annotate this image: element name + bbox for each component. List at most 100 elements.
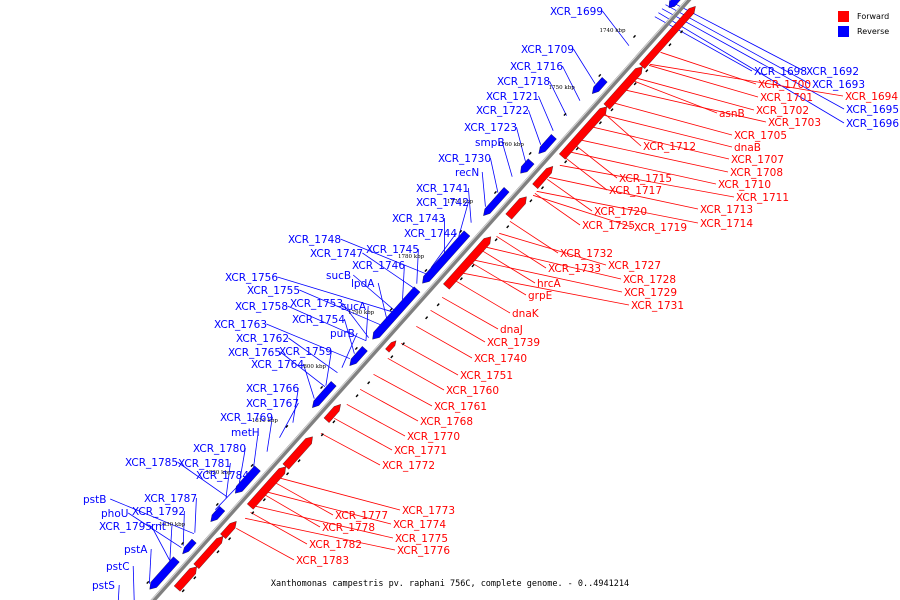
reverse-gene-label-leader xyxy=(303,363,315,399)
scale-tick-label: 1770 kbp xyxy=(447,199,474,205)
scale-tick-label: 1820 kbp xyxy=(205,470,232,476)
forward-gene-label: XCR_1770 xyxy=(407,431,460,443)
forward-gene-label-leader xyxy=(576,146,618,179)
scale-tick-label: 1830 kbp xyxy=(159,522,186,528)
forward-gene-label-leader xyxy=(582,139,729,173)
forward-gene-label: XCR_1729 xyxy=(624,287,677,299)
reverse-feature-10 xyxy=(210,506,226,522)
reverse-gene-label-leader xyxy=(299,289,381,326)
reverse-gene-label: metH xyxy=(231,427,260,439)
reverse-gene-label-leader xyxy=(117,584,120,600)
forward-gene-label: XCR_1725 xyxy=(582,220,635,232)
forward-gene-label-leader xyxy=(626,89,767,123)
forward-gene-label: XCR_1711 xyxy=(736,192,789,204)
reverse-gene-label-leader xyxy=(538,95,554,131)
reverse-feature-4 xyxy=(483,187,510,216)
forward-gene-label-leader xyxy=(416,325,473,359)
reverse-gene-label: XCR_1723 xyxy=(464,122,517,134)
scale-tick-label: 1780 kbp xyxy=(398,254,425,260)
reverse-gene-label-leader xyxy=(194,497,197,533)
forward-feature-9 xyxy=(246,466,286,510)
feature-dash xyxy=(216,550,220,554)
forward-gene-label-leader xyxy=(475,259,623,293)
feature-dash xyxy=(181,589,185,593)
reverse-gene-label: recN xyxy=(455,167,479,179)
reverse-gene-label: XCR_1742 xyxy=(416,197,469,209)
reverse-gene-label: XCR_1795 xyxy=(99,521,152,533)
forward-feature-0 xyxy=(639,6,696,69)
legend-forward: Forward xyxy=(838,9,889,24)
reverse-gene-label-leader xyxy=(287,305,367,342)
legend-forward-label: Forward xyxy=(857,12,890,21)
forward-gene-label-leader xyxy=(532,194,633,228)
feature-dash xyxy=(610,108,614,112)
forward-gene-label-leader xyxy=(614,102,733,136)
reverse-gene-label-leader xyxy=(402,264,405,300)
forward-gene-label-leader xyxy=(536,190,699,224)
reverse-gene-label-leader xyxy=(573,48,596,84)
reverse-gene-label-leader xyxy=(238,447,246,483)
reverse-gene-label-leader xyxy=(549,80,567,116)
reverse-gene-label: XCR_1744 xyxy=(404,228,457,240)
forward-gene-label-leader xyxy=(496,235,547,269)
forward-gene-label: XCR_1740 xyxy=(474,353,527,365)
reverse-gene-label: phoU xyxy=(101,508,128,520)
reverse-gene-label: XCR_1716 xyxy=(510,61,563,73)
forward-feature-6 xyxy=(385,340,397,353)
forward-gene-label-leader xyxy=(605,114,642,147)
forward-gene-label: XCR_1771 xyxy=(394,445,447,457)
feature-dash xyxy=(598,73,602,78)
feature-dash xyxy=(645,69,649,73)
forward-feature-2 xyxy=(558,106,607,160)
reverse-gene-label: XCR_1780 xyxy=(193,443,246,455)
forward-gene-label-leader xyxy=(482,250,536,284)
forward-gene-label: XCR_1714 xyxy=(700,218,753,230)
forward-gene-label-leader xyxy=(359,388,419,422)
reverse-gene-label-leader xyxy=(292,387,299,423)
feature-dash xyxy=(494,238,498,242)
forward-gene-label-leader xyxy=(387,357,445,391)
reverse-feature-8 xyxy=(312,381,337,408)
feature-dash xyxy=(355,394,359,398)
forward-gene-label: XCR_1719 xyxy=(634,222,687,234)
reverse-gene-label: XCR_1767 xyxy=(246,398,299,410)
reverse-gene-label-leader xyxy=(288,337,338,374)
forward-gene-label: XCR_1702 xyxy=(756,105,809,117)
scale-ticks: 1740 kbp 1750 kbp 1760 kbp 1770 kbp 1780 kbp… xyxy=(159,28,626,528)
forward-feature-7 xyxy=(323,404,341,423)
forward-gene-label: XCR_1751 xyxy=(460,370,513,382)
feature-dash xyxy=(215,502,219,507)
reverse-gene-label: purB xyxy=(330,328,355,340)
reverse-gene-label-leader xyxy=(490,157,499,193)
gene-features xyxy=(149,0,696,592)
forward-gene-label: XCR_1703 xyxy=(768,117,821,129)
forward-gene-label-leader xyxy=(373,373,433,407)
forward-gene-label: XCR_1728 xyxy=(623,274,676,286)
forward-gene-label-leader xyxy=(604,114,733,148)
forward-feature-5 xyxy=(443,236,492,290)
forward-gene-label: XCR_1772 xyxy=(382,460,435,472)
forward-gene-label: dnaB xyxy=(734,142,761,154)
feature-dash xyxy=(506,225,510,229)
feature-dash xyxy=(250,463,254,468)
reverse-gene-label: XCR_1784 xyxy=(196,470,249,482)
forward-gene-label: XCR_1783 xyxy=(296,555,349,567)
reverse-feature-11 xyxy=(182,538,197,555)
reverse-gene-label-leader xyxy=(562,65,581,101)
reverse-gene-label: XCR_1748 xyxy=(288,234,341,246)
forward-gene-label: XCR_1712 xyxy=(643,141,696,153)
forward-gene-label: XCR_1773 xyxy=(402,505,455,517)
forward-gene-label-leader xyxy=(509,220,559,254)
forward-gene-label: XCR_1768 xyxy=(420,416,473,428)
forward-feature-3 xyxy=(532,166,554,189)
reverse-gene-label-leader xyxy=(516,126,526,162)
forward-gene-label-leader xyxy=(565,157,608,191)
reverse-gene-label-leader xyxy=(127,512,182,549)
forward-gene-label: XCR_1700 xyxy=(758,79,811,91)
forward-gene-label-leader xyxy=(430,309,486,343)
forward-gene-label: XCR_1707 xyxy=(731,154,784,166)
forward-gene-label-leader xyxy=(268,491,392,525)
forward-gene-label: XCR_1739 xyxy=(487,337,540,349)
reverse-gene-label-leader xyxy=(341,332,358,368)
feature-dash xyxy=(389,307,393,312)
